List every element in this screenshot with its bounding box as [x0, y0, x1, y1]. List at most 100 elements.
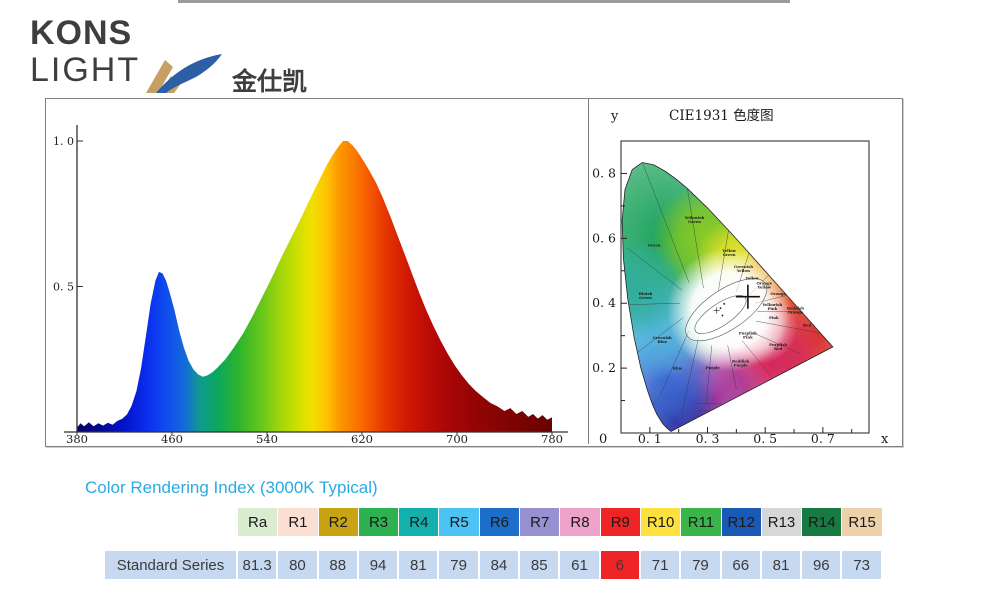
cie-y-tick-label: 0. 2: [592, 360, 616, 375]
cri-header-cell-r12: R12: [721, 508, 762, 536]
cie-region-boundary: [633, 317, 684, 356]
cri-value-cell-ra: 81.3: [238, 551, 279, 579]
cie-reference-dot: [719, 307, 722, 309]
cie-x-axis-label: x: [881, 432, 889, 444]
cri-header-cell-r7: R7: [520, 508, 561, 536]
cie-region-boundary: [741, 340, 772, 377]
cie-y-tick-label: 0. 6: [592, 230, 616, 245]
cri-value-cell-r8: 61: [560, 551, 601, 579]
cie-reference-dot: [723, 302, 726, 305]
spd-area: [77, 141, 552, 432]
cri-value-cell-r9: 6: [600, 551, 641, 579]
spectral-distribution-chart: 1. 0 0. 5 380 460 540 620 700 780: [53, 125, 568, 444]
cie-x-tick-label: 0. 3: [696, 431, 720, 444]
spd-x-tick-label: 540: [256, 432, 278, 444]
cie-x-tick-label: 0. 1: [638, 431, 662, 444]
cri-header-cell-ra: Ra: [238, 508, 279, 536]
cri-value-cell-r5: 79: [439, 551, 480, 579]
cri-header-cell-r2: R2: [318, 508, 359, 536]
cie-region-boundary: [681, 338, 699, 414]
cie-region-label: Bluish Green: [639, 291, 653, 300]
cri-header-cell-r5: R5: [439, 508, 480, 536]
cie-region-boundary: [659, 330, 689, 396]
cie-region-boundary: [752, 332, 800, 354]
spd-x-tick-label: 780: [541, 432, 563, 444]
cie-inner-ellipse: [694, 295, 747, 334]
cri-header-cell-r11: R11: [681, 508, 722, 536]
cri-header-cell-r10: R10: [640, 508, 682, 536]
cri-header-cell-r8: R8: [560, 508, 601, 536]
cri-value-cell-r15: 73: [842, 551, 883, 579]
cie-region-label: Yellowish Green: [684, 215, 705, 224]
cri-value-cell-r14: 96: [802, 551, 843, 579]
cri-header-cell-r6: R6: [479, 508, 521, 536]
spd-y-tick-label: 1. 0: [53, 135, 74, 148]
cri-value-cell-r1: 80: [278, 551, 319, 579]
cri-value-cell-r12: 66: [721, 551, 762, 579]
cri-row-label: Standard Series: [105, 551, 236, 579]
cie-region-label: Red: [803, 323, 812, 328]
cie-region-label: Green: [648, 242, 661, 247]
cri-header-cell-r1: R1: [278, 508, 319, 536]
cri-value-row: 81.3 80 88 94 81 79 84 85 61 6 71 79 66 81 96 73: [238, 551, 883, 579]
spd-y-tick-label: 0. 5: [53, 281, 74, 294]
logo: KONS LIGHT 金仕凯: [0, 0, 400, 100]
logo-text-chinese: 金仕凯: [232, 68, 308, 96]
cri-value-cell-r6: 84: [479, 551, 521, 579]
cie-region-label: Purple: [706, 365, 721, 370]
cri-header-row: Ra R1 R2 R3 R4 R5 R6 R7 R8 R9 R10 R11 R12 R13 R14 R15: [238, 508, 883, 536]
cie-x-tick-label: 0. 7: [811, 431, 835, 444]
cri-header-cell-r14: R14: [802, 508, 843, 536]
cie-region-label: Yellowish Pink: [761, 302, 782, 311]
cri-header-cell-r15: R15: [842, 508, 883, 536]
cie-region-label: Yellow Green: [721, 248, 736, 257]
cie-region-label: Greenish Yellow: [734, 264, 753, 273]
cie-region-label: Purplish Pink: [739, 331, 757, 340]
cri-value-cell-r10: 71: [640, 551, 682, 579]
cie-white-region-ellipse: [685, 278, 768, 342]
top-rule: [178, 0, 790, 3]
cie-panel: Green Yellowish Green Yellow Green Greenish Ye…: [588, 99, 902, 447]
cie-region-boundary: [757, 311, 802, 313]
cri-header-cell-r3: R3: [358, 508, 400, 536]
cie-region-label: Purplish Red: [769, 342, 787, 351]
cri-value-cell-r13: 81: [761, 551, 803, 579]
cie-chart-title: CIE1931 色度图: [669, 107, 774, 124]
spd-x-tick-label: 460: [161, 432, 183, 444]
spd-x-tick-label: 380: [66, 432, 88, 444]
cri-header-cell-r13: R13: [761, 508, 803, 536]
logo-text-light: LIGHT: [30, 51, 141, 89]
cri-section-title: Color Rendering Index (3000K Typical): [85, 478, 378, 497]
cie-spectral-locus: [621, 162, 834, 432]
cie-y-tick-label: 0. 8: [592, 165, 616, 180]
cie-y-axis-label: y: [610, 109, 619, 124]
charts-panel: 1. 0 0. 5 380 460 540 620 700 780 Green Yellowis…: [45, 98, 903, 447]
cri-value-cell-r4: 81: [399, 551, 440, 579]
cie-region-boundary: [705, 345, 713, 404]
cie1931-chromaticity-chart: Green Yellowish Green Yellow Green Greenish Ye…: [592, 107, 889, 447]
cie-region-boundary: [642, 162, 690, 283]
cri-value-cell-r2: 88: [318, 551, 359, 579]
spd-x-tick-label: 700: [446, 432, 468, 444]
cie-region-boundary: [755, 320, 821, 334]
cie-reference-dot: [721, 314, 724, 317]
cri-header-cell-r9: R9: [600, 508, 641, 536]
cie-region-boundary: [687, 188, 704, 289]
cri-value-cell-r11: 79: [681, 551, 722, 579]
cie-region-label: Yellow: [744, 276, 759, 281]
logo-k-mark-icon: [146, 54, 222, 93]
cri-header-cell-r4: R4: [399, 508, 440, 536]
cie-region-label: Pink: [769, 315, 779, 320]
cie-region-label: Blue: [673, 365, 683, 370]
cie-region-boundary: [727, 345, 737, 390]
logo-text-kons: KONS: [30, 14, 133, 52]
cie-origin-label: 0: [599, 432, 607, 444]
cie-gamut-fill: [622, 162, 833, 432]
cie-region-label: Orange: [770, 291, 786, 296]
cie-region-boundary: [627, 247, 683, 291]
cie-region-label: Reddish Purple: [732, 358, 749, 367]
cie-region-label: Reddish Orange: [787, 306, 804, 315]
cie-region-boundary: [622, 302, 681, 306]
spd-x-tick-label: 620: [351, 432, 373, 444]
